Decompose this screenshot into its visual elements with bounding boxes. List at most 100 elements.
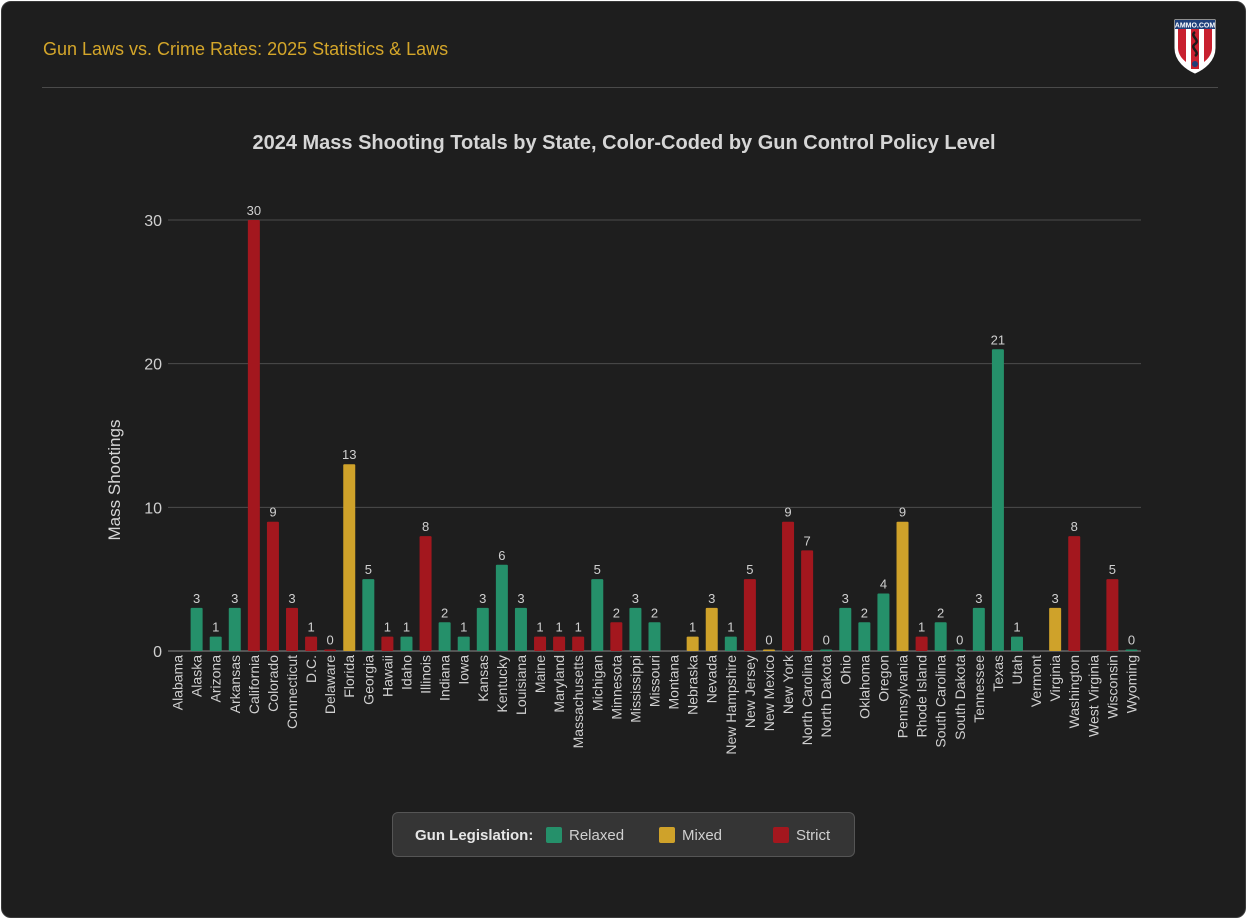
data-label: 8: [422, 519, 429, 534]
bar-iowa[interactable]: [457, 636, 470, 651]
legend-title: Gun Legislation:: [415, 827, 534, 844]
data-label: 5: [746, 562, 753, 577]
bar-kentucky[interactable]: [495, 564, 508, 651]
x-tick-label: Illinois: [418, 655, 434, 694]
bar-oklahoma[interactable]: [858, 622, 871, 651]
x-tick-label: Missouri: [647, 655, 663, 707]
bar-north-dakota[interactable]: [820, 649, 833, 652]
x-tick-label: Montana: [666, 655, 682, 710]
data-label: 3: [842, 591, 849, 606]
data-label: 2: [651, 605, 658, 620]
x-tick-label: Minnesota: [608, 655, 624, 720]
data-label: 1: [403, 620, 410, 635]
y-tick-labels: 0 10 20 30: [144, 213, 162, 661]
bar-missouri[interactable]: [648, 622, 661, 651]
bar-mississippi[interactable]: [629, 607, 642, 651]
bar-illinois[interactable]: [419, 536, 432, 651]
x-tick-label: North Dakota: [818, 655, 834, 738]
bar-idaho[interactable]: [400, 636, 413, 651]
bar-new-hampshire[interactable]: [724, 636, 737, 651]
bar-arizona[interactable]: [209, 636, 222, 651]
data-label: 5: [1109, 562, 1116, 577]
bar-south-carolina[interactable]: [934, 622, 947, 651]
bar-wyoming[interactable]: [1125, 649, 1138, 652]
bar-louisiana[interactable]: [514, 607, 527, 651]
bar-new-jersey[interactable]: [743, 579, 756, 651]
y-tick-label: 10: [144, 500, 162, 517]
data-label: 3: [479, 591, 486, 606]
bar-arkansas[interactable]: [228, 607, 241, 651]
bar-rhode-island[interactable]: [915, 636, 928, 651]
bar-tennessee[interactable]: [972, 607, 985, 651]
bar-wisconsin[interactable]: [1106, 579, 1119, 651]
data-label: 1: [727, 620, 734, 635]
bar-virginia[interactable]: [1049, 607, 1062, 651]
x-tick-label: Connecticut: [284, 655, 300, 729]
bars: [190, 220, 1138, 652]
bar-delaware[interactable]: [324, 649, 337, 652]
data-label: 3: [288, 591, 295, 606]
data-label: 1: [536, 620, 543, 635]
bar-colorado[interactable]: [266, 521, 279, 651]
bar-oregon[interactable]: [877, 593, 890, 651]
bar-indiana[interactable]: [438, 622, 451, 651]
header-divider: [42, 87, 1218, 88]
x-tick-label: Delaware: [322, 655, 338, 714]
bar-georgia[interactable]: [362, 579, 375, 651]
bar-new-york[interactable]: [782, 521, 795, 651]
data-label: 1: [1013, 620, 1020, 635]
data-label: 3: [231, 591, 238, 606]
bar-connecticut[interactable]: [286, 607, 299, 651]
bar-utah[interactable]: [1010, 636, 1023, 651]
bar-texas[interactable]: [991, 349, 1004, 651]
legend-label-mixed: Mixed: [682, 827, 723, 844]
bar-d-c[interactable]: [305, 636, 318, 651]
bar-new-mexico[interactable]: [762, 649, 775, 652]
x-tick-label: West Virginia: [1085, 655, 1101, 737]
x-tick-label: Kansas: [475, 655, 491, 702]
bar-pennsylvania[interactable]: [896, 521, 909, 651]
x-tick-label: Pennsylvania: [895, 655, 911, 738]
bar-massachusetts[interactable]: [572, 636, 585, 651]
bar-florida[interactable]: [343, 464, 356, 651]
data-label: 2: [613, 605, 620, 620]
x-tick-label: Michigan: [589, 655, 605, 711]
bar-nevada[interactable]: [705, 607, 718, 651]
data-label: 3: [517, 591, 524, 606]
x-tick-label: Idaho: [398, 655, 414, 690]
bar-maine[interactable]: [534, 636, 547, 651]
data-label: 1: [460, 620, 467, 635]
x-tick-label: Maryland: [551, 655, 567, 713]
x-tick-label: Wisconsin: [1104, 655, 1120, 719]
bar-north-carolina[interactable]: [801, 550, 814, 651]
bar-alaska[interactable]: [190, 607, 203, 651]
data-label: 30: [247, 203, 261, 218]
x-tick-label: Arizona: [208, 655, 224, 703]
bar-ohio[interactable]: [839, 607, 852, 651]
data-label: 3: [193, 591, 200, 606]
x-tick-label: Hawaii: [379, 655, 395, 697]
x-tick-label: Colorado: [265, 655, 281, 712]
data-label: 6: [498, 548, 505, 563]
x-tick-label: Oklahoma: [856, 655, 872, 719]
x-tick-label: Massachusetts: [570, 655, 586, 748]
bar-kansas[interactable]: [476, 607, 489, 651]
bar-hawaii[interactable]: [381, 636, 394, 651]
x-tick-label: Florida: [341, 655, 357, 698]
data-label: 4: [880, 577, 887, 592]
x-tick-label: Mississippi: [627, 655, 643, 723]
bar-california[interactable]: [247, 220, 260, 651]
bar-maryland[interactable]: [553, 636, 566, 651]
x-tick-label: Nebraska: [685, 655, 701, 715]
bar-nebraska[interactable]: [686, 636, 699, 651]
bar-washington[interactable]: [1068, 536, 1081, 651]
data-label: 0: [823, 633, 830, 648]
data-label: 7: [804, 533, 811, 548]
data-label: 9: [899, 505, 906, 520]
legend-swatch-relaxed: [546, 827, 562, 843]
bar-minnesota[interactable]: [610, 622, 623, 651]
bar-michigan[interactable]: [591, 579, 604, 651]
bar-south-dakota[interactable]: [953, 649, 966, 652]
